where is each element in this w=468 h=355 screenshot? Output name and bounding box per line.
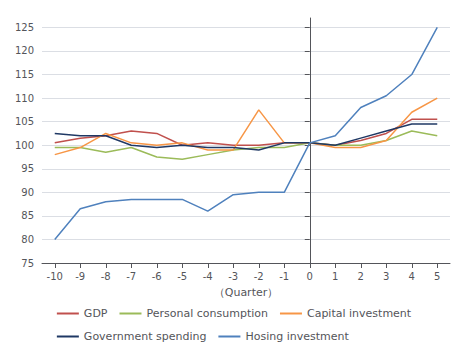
svg-text:115: 115 — [15, 69, 34, 80]
svg-text:Hosing investment: Hosing investment — [245, 330, 349, 343]
svg-text:2: 2 — [358, 271, 364, 282]
svg-text:-10: -10 — [47, 271, 63, 282]
svg-text:-3: -3 — [228, 271, 238, 282]
svg-text:-7: -7 — [126, 271, 136, 282]
svg-text:80: 80 — [21, 234, 34, 245]
svg-text:GDP: GDP — [84, 307, 108, 320]
svg-text:3: 3 — [383, 271, 389, 282]
svg-text:75: 75 — [21, 258, 34, 269]
svg-text:-1: -1 — [279, 271, 289, 282]
svg-text:85: 85 — [21, 210, 34, 221]
svg-text:90: 90 — [21, 187, 34, 198]
svg-text:110: 110 — [15, 93, 34, 104]
svg-text:100: 100 — [15, 140, 34, 151]
svg-text:-9: -9 — [75, 271, 85, 282]
svg-text:4: 4 — [409, 271, 415, 282]
svg-text:-5: -5 — [177, 271, 187, 282]
svg-text:-6: -6 — [152, 271, 162, 282]
svg-text:-8: -8 — [101, 271, 111, 282]
svg-text:120: 120 — [15, 45, 34, 56]
svg-text:5: 5 — [434, 271, 440, 282]
svg-text:Government spending: Government spending — [84, 330, 207, 343]
svg-text:0: 0 — [307, 271, 313, 282]
svg-text:（Quarter）: （Quarter） — [214, 286, 279, 299]
svg-text:1: 1 — [332, 271, 338, 282]
svg-text:Capital investment: Capital investment — [307, 307, 412, 320]
svg-text:105: 105 — [15, 116, 34, 127]
svg-text:-2: -2 — [254, 271, 264, 282]
svg-text:Personal consumption: Personal consumption — [146, 307, 268, 320]
svg-text:95: 95 — [21, 163, 34, 174]
svg-text:-4: -4 — [203, 271, 213, 282]
svg-text:125: 125 — [15, 22, 34, 33]
